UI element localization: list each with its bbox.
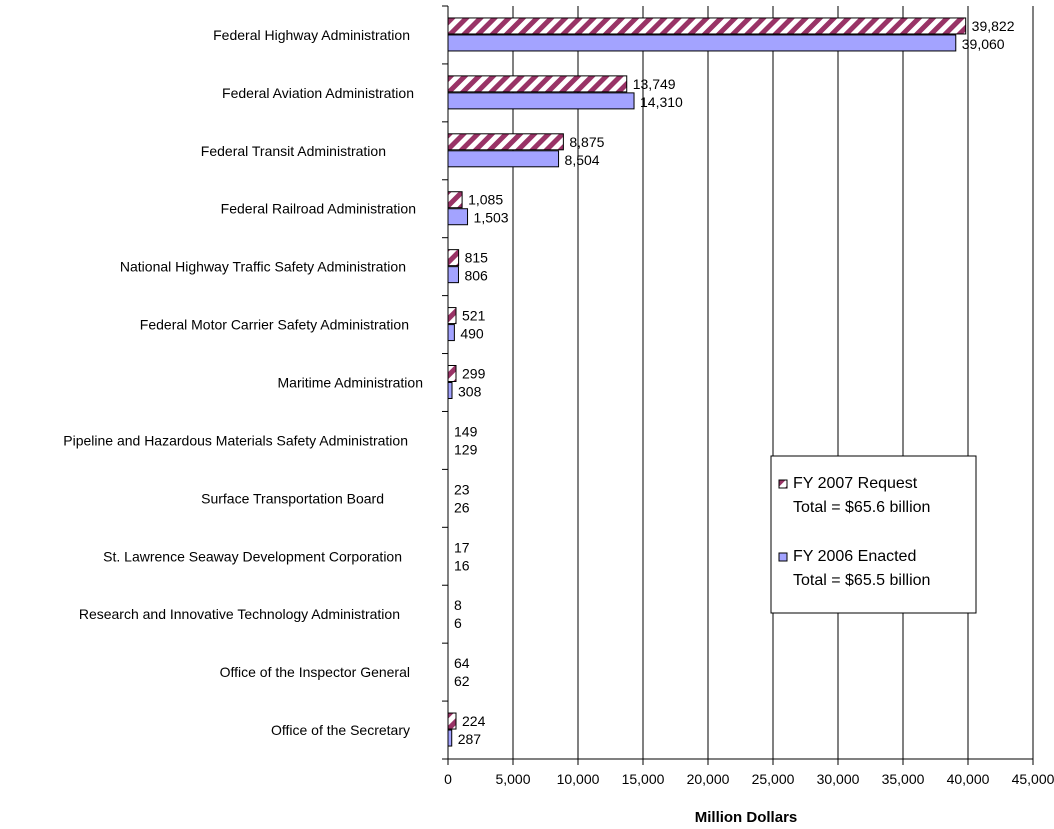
x-axis-title: Million Dollars [695,809,798,826]
data-label-fy2007: 13,749 [633,76,676,92]
bar-fy2007 [447,17,967,35]
data-label-fy2006: 1,503 [474,210,509,226]
category-label: Surface Transportation Board [201,490,384,506]
legend-swatch-fy2006 [778,552,788,562]
bar-fy2007 [447,307,457,325]
bar-fy2006 [447,92,635,110]
data-label-fy2007: 299 [462,366,486,382]
data-label-fy2007: 17 [454,539,470,555]
data-label-fy2006: 62 [454,673,470,689]
bar-fy2006 [447,266,459,284]
legend-total-fy2007: Total = $65.6 billion [793,499,930,516]
x-tick-label: 25,000 [752,771,795,787]
x-tick-label: 30,000 [817,771,860,787]
data-label-fy2007: 8 [454,597,462,613]
x-tick-label: 20,000 [687,771,730,787]
legend-total-fy2006: Total = $65.5 billion [793,572,930,589]
data-label-fy2006: 6 [454,615,462,631]
x-tick-label: 15,000 [622,771,665,787]
category-label: Federal Aviation Administration [222,85,414,101]
category-label: St. Lawrence Seaway Development Corporat… [103,548,402,564]
category-label: Federal Transit Administration [201,143,386,159]
data-label-fy2006: 39,060 [962,36,1005,52]
data-label-fy2007: 64 [454,655,470,671]
data-label-fy2006: 26 [454,499,470,515]
category-label: Federal Railroad Administration [221,201,416,217]
bar-fy2007 [447,712,457,730]
bar-fy2006 [447,208,469,226]
bar-fy2007 [447,191,463,209]
legend-label-fy2007: FY 2007 Request [793,475,918,492]
grid-lines [512,6,1034,759]
bar-fy2007 [447,249,460,267]
category-label: Office of the Inspector General [220,664,410,680]
category-label: Research and Innovative Technology Admin… [79,606,400,622]
data-label-fy2006: 308 [458,384,482,400]
data-label-fy2007: 1,085 [468,192,503,208]
x-tick-label: 10,000 [557,771,600,787]
bar-fy2006 [447,150,560,168]
x-tick-label: 35,000 [882,771,925,787]
bar-fy2007 [447,365,457,382]
axes: 0 5,000 10,000 15,000 20,000 25,000 30,000 35,0… [442,5,1054,787]
data-label-fy2006: 129 [454,441,478,457]
data-label-fy2007: 23 [454,481,470,497]
x-tick-label: 45,000 [1012,771,1054,787]
data-label-fy2006: 287 [458,731,482,747]
legend: FY 2007 Request Total = $65.6 billion FY… [770,455,977,614]
bar-fy2006 [447,324,455,342]
data-label-fy2007: 815 [465,250,489,266]
data-label-fy2007: 224 [462,713,486,729]
bar-fy2006 [447,382,453,399]
legend-label-fy2006: FY 2006 Enacted [793,548,916,565]
data-label-fy2006: 14,310 [640,94,683,110]
bar-fy2007 [447,133,564,151]
data-label-fy2007: 149 [454,423,478,439]
category-label: Federal Motor Carrier Safety Administrat… [140,317,409,333]
data-label-fy2007: 521 [462,308,486,324]
category-label: National Highway Traffic Safety Administ… [120,259,406,275]
data-label-fy2006: 806 [464,268,488,284]
bar-fy2006 [447,34,957,52]
category-label: Federal Highway Administration [213,27,410,43]
data-label-fy2006: 8,504 [565,152,600,168]
category-label: Pipeline and Hazardous Materials Safety … [63,432,408,448]
x-tick-label: 40,000 [947,771,990,787]
x-tick-label: 5,000 [495,771,530,787]
bars [447,17,967,747]
bar-fy2006 [447,729,453,747]
labels: Federal Highway Administration 39,822 39,0… [63,18,1014,747]
bar-fy2007 [447,75,628,93]
data-label-fy2006: 490 [460,326,484,342]
category-label: Office of the Secretary [271,722,410,738]
x-tick-label: 0 [444,771,452,787]
legend-box [770,455,977,614]
category-label: Maritime Administration [278,375,424,391]
data-label-fy2007: 39,822 [972,18,1015,34]
legend-swatch-fy2007 [778,479,788,489]
data-label-fy2006: 16 [454,557,470,573]
data-label-fy2007: 8,875 [569,134,604,150]
